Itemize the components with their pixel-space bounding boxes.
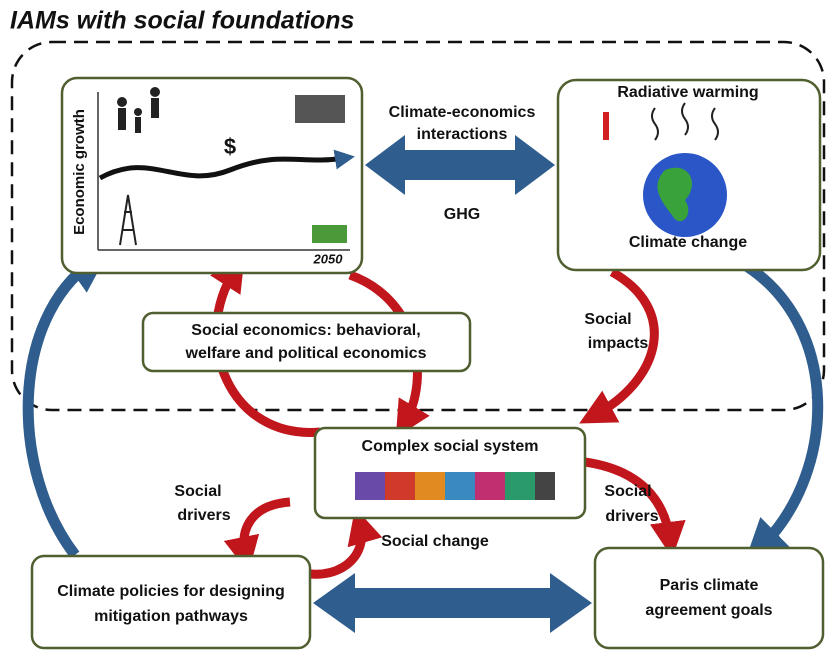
globe-land	[657, 167, 693, 222]
growth-curve	[98, 149, 355, 181]
link-label: Climate-economics	[389, 104, 536, 121]
year: 2050	[313, 251, 344, 266]
link-label: impacts	[588, 335, 649, 352]
factory-icon	[312, 225, 347, 243]
link-label: Social	[584, 311, 631, 328]
axis-label: Economic growth	[71, 109, 88, 235]
link-label: GHG	[444, 206, 480, 223]
link-label: Social	[174, 483, 221, 500]
link-label: drivers	[605, 508, 658, 525]
double-arrow	[365, 135, 555, 195]
social-economics-box	[141, 311, 472, 373]
red-arrow	[223, 497, 291, 573]
red-arrow	[584, 457, 686, 558]
people-icon	[117, 87, 160, 133]
title: IAMs with social foundations	[10, 7, 355, 35]
crowd-icon	[355, 472, 555, 500]
thermometer-icon	[603, 112, 609, 140]
red-arrow	[579, 268, 659, 424]
paris-box	[593, 546, 825, 650]
box-label: mitigation pathways	[94, 608, 248, 625]
double-arrow	[313, 573, 592, 633]
heat-icon	[651, 102, 719, 141]
link-label: drivers	[177, 507, 230, 524]
box-label: agreement goals	[645, 602, 772, 619]
iam-boundary	[10, 40, 826, 412]
red-arrow	[210, 254, 321, 437]
box-label: Climate policies for designing	[57, 583, 285, 600]
link-label: Social	[604, 483, 651, 500]
link-label: Social change	[381, 533, 489, 550]
box-label: Complex social system	[362, 438, 539, 455]
box-label: Social economics: behavioral,	[191, 322, 420, 339]
blue-arrow	[22, 249, 110, 559]
climate-policies-box	[30, 554, 312, 650]
box-label: Paris climate	[660, 577, 759, 594]
truck-icon	[295, 95, 345, 123]
climate-bottom: Climate change	[629, 234, 747, 251]
symbol: $	[224, 134, 236, 159]
climate-top: Radiative warming	[617, 84, 758, 101]
oil-rig-icon	[119, 194, 137, 246]
box-label: welfare and political economics	[185, 345, 427, 362]
blue-arrow	[737, 257, 824, 564]
link-label: interactions	[417, 126, 508, 143]
